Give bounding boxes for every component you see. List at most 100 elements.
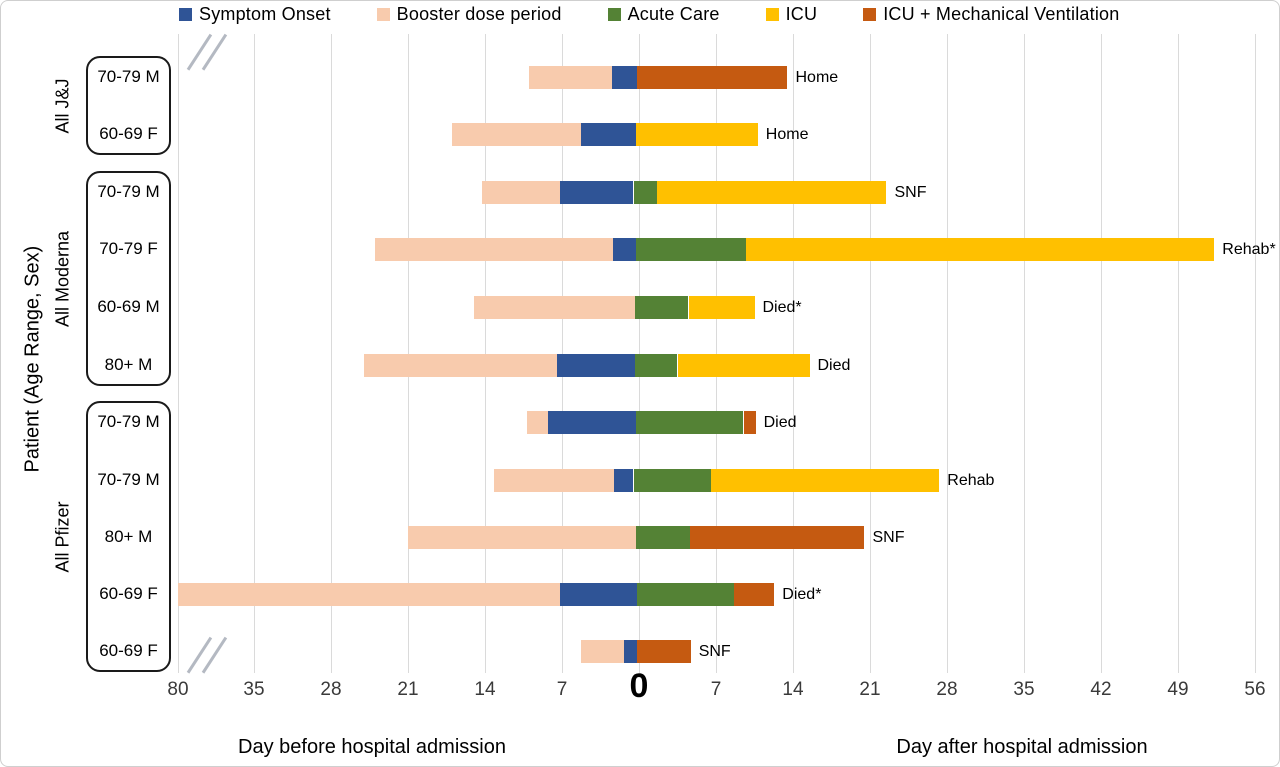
legend-swatch-icu-icon <box>765 8 779 21</box>
bar-segment-symptom <box>580 122 636 146</box>
gridline <box>946 34 948 673</box>
x-axis-title-after: Day after hospital admission <box>896 736 1148 758</box>
outcome-label: Home <box>765 125 809 143</box>
bar-segment-acute <box>636 582 734 606</box>
legend-label: Symptom Onset <box>199 4 331 24</box>
gridline <box>253 34 255 673</box>
bar-segment-booster <box>408 525 636 549</box>
bar-segment-acute <box>635 237 746 261</box>
legend-label: ICU <box>785 4 818 24</box>
outcome-label: Died* <box>762 298 802 316</box>
legend-swatch-acute-icon <box>607 8 621 21</box>
group-label: All Moderna <box>52 230 73 327</box>
bar-segment-acute <box>633 468 711 492</box>
gridline <box>1023 34 1025 673</box>
bar-segment-icu_mv <box>743 410 756 434</box>
outcome-label: Home <box>795 68 839 86</box>
patient-label: 70-79 F <box>99 239 158 258</box>
bar-segment-booster <box>481 180 560 204</box>
bar-segment-icu_mv <box>689 525 865 549</box>
bar-segment-icu <box>656 180 887 204</box>
tick-label-after: 28 <box>936 679 958 700</box>
tick-label-before: 14 <box>474 679 496 700</box>
patient-label: 80+ M <box>104 527 153 546</box>
legend-label: ICU + Mechanical Ventilation <box>883 4 1120 24</box>
bar-segment-booster <box>493 468 614 492</box>
group-label: All Pfizer <box>52 500 73 573</box>
tick-label-after: 14 <box>782 679 804 700</box>
bar-segment-symptom <box>559 582 637 606</box>
gridline <box>1254 34 1256 673</box>
tick-label-before: 28 <box>320 679 342 700</box>
patient-label: 60-69 F <box>99 124 158 143</box>
patient-label: 70-79 M <box>97 182 160 201</box>
bar-segment-icu <box>677 353 810 377</box>
bar-segment-symptom <box>556 353 635 377</box>
bar-segment-icu_mv <box>636 65 788 89</box>
bar-segment-icu <box>710 468 940 492</box>
bar-segment-booster <box>529 65 612 89</box>
outcome-label: SNF <box>894 183 927 201</box>
gridline <box>869 34 871 673</box>
axis-break-icon <box>186 636 212 674</box>
gridline <box>1100 34 1102 673</box>
legend-item: Symptom Onset <box>179 4 331 25</box>
group-box <box>86 56 171 155</box>
bar-segment-icu_mv <box>636 639 691 663</box>
legend-item: Acute Care <box>607 4 720 25</box>
tick-label-before: 7 <box>556 679 568 700</box>
gridline <box>1177 34 1179 673</box>
outcome-label: SNF <box>698 642 731 660</box>
group-box <box>86 401 171 672</box>
bar-segment-booster <box>452 122 581 146</box>
bar-segment-icu <box>688 295 755 319</box>
patient-label: 70-79 M <box>97 470 160 489</box>
tick-label-before: 80 <box>167 679 189 700</box>
patient-label: 70-79 M <box>97 412 160 431</box>
legend-swatch-symptom-icon <box>179 8 192 21</box>
bar-segment-icu_mv <box>733 582 775 606</box>
tick-label-before: 35 <box>243 679 265 700</box>
patient-label: 60-69 M <box>97 297 160 316</box>
bar-segment-acute <box>634 295 689 319</box>
bar-segment-booster <box>474 295 635 319</box>
gridline <box>330 34 332 673</box>
bar-segment-symptom <box>623 639 637 663</box>
outcome-label: Died <box>817 356 851 374</box>
patient-label: 80+ M <box>104 355 153 374</box>
legend: Symptom Onset Booster dose period Acute Ca… <box>179 4 1119 25</box>
bar-segment-acute <box>635 410 744 434</box>
bar-segment-acute <box>633 180 657 204</box>
outcome-label: Died* <box>782 585 822 603</box>
bar-segment-booster <box>364 353 557 377</box>
bar-segment-icu <box>745 237 1215 261</box>
gridline <box>177 34 179 673</box>
patient-label: 60-69 F <box>99 641 158 660</box>
outcome-label: Died <box>763 413 797 431</box>
group-label: All J&J <box>52 77 73 134</box>
tick-label-after: 56 <box>1244 679 1266 700</box>
bar-segment-acute <box>634 353 678 377</box>
legend-swatch-booster-icon <box>376 8 390 21</box>
bar-segment-symptom <box>613 468 634 492</box>
axis-break-icon <box>186 33 212 71</box>
legend-item: ICU <box>765 4 818 25</box>
legend-item: Booster dose period <box>376 4 562 25</box>
patient-label: 70-79 M <box>97 67 160 86</box>
outcome-label: SNF <box>872 528 905 546</box>
tick-label-before: 21 <box>397 679 419 700</box>
tick-label-after: 42 <box>1090 679 1112 700</box>
tick-label-after: 21 <box>859 679 881 700</box>
bar-segment-symptom <box>611 65 637 89</box>
patient-label: 60-69 F <box>99 584 158 603</box>
tick-label-after: 7 <box>710 679 722 700</box>
y-axis-title: Patient (Age Range, Sex) <box>21 245 44 473</box>
bar-segment-booster <box>526 410 548 434</box>
bar-segment-icu <box>635 122 758 146</box>
outcome-label: Rehab <box>947 471 995 489</box>
legend-swatch-icu_mv-icon <box>863 8 877 21</box>
bar-segment-booster <box>580 639 624 663</box>
legend-item: ICU + Mechanical Ventilation <box>863 4 1119 25</box>
group-box <box>86 171 171 386</box>
x-axis-title-before: Day before hospital admission <box>238 736 506 758</box>
